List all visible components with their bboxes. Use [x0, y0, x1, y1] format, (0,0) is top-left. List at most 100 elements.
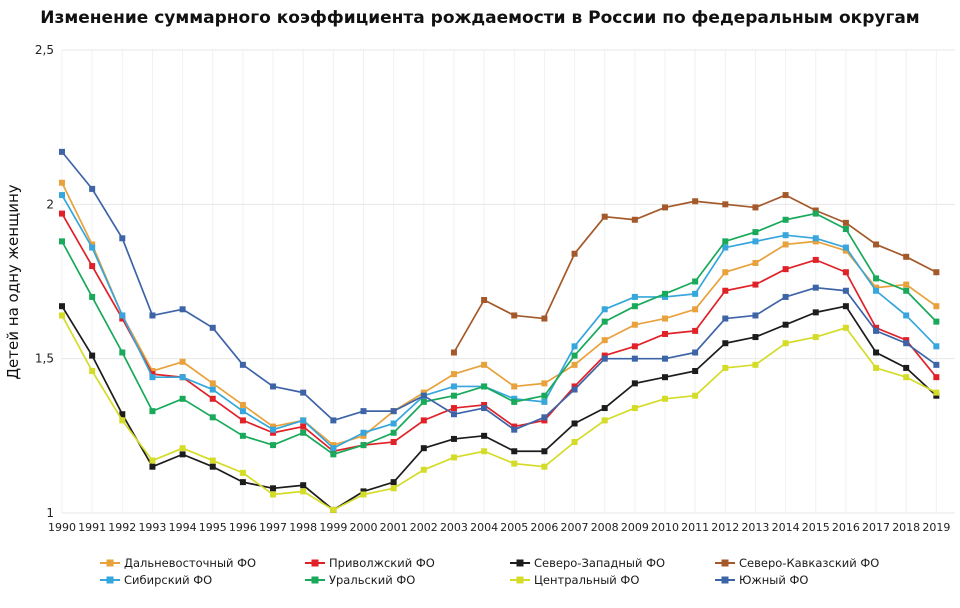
series-line-severo-zapadny [61, 305, 937, 511]
data-point-tsentralny [330, 506, 337, 513]
data-point-dalnevostochny [330, 442, 337, 449]
data-point-yuzhny [270, 383, 277, 390]
legend-item-tsentralny[interactable]: Центральный ФО [510, 573, 715, 587]
data-point-sibirsky [330, 445, 337, 452]
data-point-uralsky [752, 229, 759, 236]
data-point-severo-zapadny [89, 352, 96, 359]
data-point-dalnevostochny [601, 337, 608, 344]
legend-item-yuzhny[interactable]: Южный ФО [715, 573, 920, 587]
plot-area: 1 1,5 2 2,5 1990 1991 1992 1993 1994 1995 1996 1997… [4, 43, 955, 534]
data-point-severo-zapadny [119, 411, 126, 418]
data-point-severo-zapadny [239, 479, 246, 486]
data-point-tsentralny [239, 469, 246, 476]
data-point-sibirsky [390, 420, 397, 427]
data-point-privolzhsky [119, 315, 126, 322]
y-axis-title: Детей на одну женщину [4, 184, 22, 379]
data-point-tsentralny [450, 454, 457, 461]
legend-item-severo-kavkazsky[interactable]: Северо-Кавказский ФО [715, 556, 920, 570]
data-point-privolzhsky [330, 448, 337, 455]
data-point-severo-zapadny [390, 479, 397, 486]
data-point-dalnevostochny [662, 315, 668, 322]
data-point-severo-zapadny [873, 349, 880, 356]
data-point-dalnevostochny [239, 401, 246, 408]
data-point-uralsky [420, 398, 427, 405]
data-point-severo-kavkazsky [571, 250, 578, 257]
data-point-sibirsky [933, 343, 940, 350]
data-point-uralsky [270, 442, 277, 449]
x-tick-label: 2018 [892, 521, 920, 534]
data-point-uralsky [149, 408, 156, 415]
data-point-privolzhsky [933, 374, 940, 381]
legend-marker-icon [305, 559, 325, 567]
legend-item-sibirsky[interactable]: Сибирский ФО [100, 573, 305, 587]
legend-marker-icon [305, 576, 325, 584]
data-point-privolzhsky [812, 256, 819, 263]
data-point-privolzhsky [270, 429, 277, 436]
chart-title: Изменение суммарного коэффициента рождае… [40, 8, 920, 28]
y-tick-label: 1,5 [35, 352, 54, 366]
data-point-uralsky [179, 395, 186, 402]
data-point-severo-zapadny [722, 340, 729, 347]
legend-item-dalnevostochny[interactable]: Дальневосточный ФО [100, 556, 305, 570]
data-point-privolzhsky [842, 269, 849, 276]
x-tick-label: 1995 [199, 521, 227, 534]
x-tick-label: 2002 [410, 521, 438, 534]
data-point-sibirsky [631, 293, 638, 300]
data-point-severo-kavkazsky [812, 207, 819, 214]
data-point-privolzhsky [300, 423, 307, 430]
data-point-tsentralny [752, 361, 759, 368]
series-line-privolzhsky [61, 213, 938, 453]
data-point-tsentralny [300, 488, 307, 495]
data-point-sibirsky [601, 306, 608, 313]
data-point-dalnevostochny [541, 380, 548, 387]
legend-marker-icon [715, 576, 735, 584]
data-point-severo-zapadny [420, 445, 427, 452]
data-point-yuzhny [89, 185, 96, 192]
data-point-severo-kavkazsky [782, 192, 789, 199]
data-point-sibirsky [360, 429, 367, 436]
data-point-uralsky [662, 290, 668, 297]
legend-item-privolzhsky[interactable]: Приволжский ФО [305, 556, 510, 570]
data-point-dalnevostochny [481, 361, 488, 368]
data-point-uralsky [481, 383, 488, 390]
data-point-privolzhsky [149, 371, 156, 378]
data-point-yuzhny [450, 411, 457, 418]
data-point-dalnevostochny [571, 361, 578, 368]
data-point-dalnevostochny [782, 241, 789, 248]
x-tick-label: 1996 [229, 521, 257, 534]
legend-label: Уральский ФО [329, 573, 416, 587]
data-point-uralsky [511, 398, 518, 405]
data-point-yuzhny [752, 312, 759, 319]
data-point-yuzhny [842, 287, 849, 294]
data-point-tsentralny [390, 485, 397, 492]
data-point-uralsky [903, 287, 910, 294]
data-point-privolzhsky [692, 327, 699, 334]
data-point-sibirsky [209, 386, 216, 393]
legend-item-severo-zapadny[interactable]: Северо-Западный ФО [510, 556, 715, 570]
legend-marker-icon [510, 576, 530, 584]
legend-item-uralsky[interactable]: Уральский ФО [305, 573, 510, 587]
data-point-dalnevostochny [692, 306, 699, 313]
data-point-severo-zapadny [782, 321, 789, 328]
data-point-severo-zapadny [511, 448, 518, 455]
data-point-uralsky [812, 210, 819, 217]
data-point-privolzhsky [601, 352, 608, 359]
data-point-uralsky [89, 293, 96, 300]
data-point-yuzhny [601, 355, 608, 362]
data-point-dalnevostochny [149, 368, 156, 375]
data-point-dalnevostochny [873, 284, 880, 291]
data-point-uralsky [842, 226, 849, 233]
data-point-tsentralny [571, 439, 578, 446]
x-tick-label: 2007 [561, 521, 589, 534]
data-point-privolzhsky [752, 281, 759, 288]
data-point-sibirsky [692, 290, 699, 297]
data-point-yuzhny [571, 386, 578, 393]
data-point-dalnevostochny [722, 269, 729, 276]
data-point-privolzhsky [662, 330, 668, 337]
data-point-yuzhny [481, 405, 488, 412]
x-tick-label: 2014 [772, 521, 800, 534]
data-point-tsentralny [842, 324, 849, 331]
data-point-sibirsky [722, 244, 729, 251]
x-tick-label: 2000 [350, 521, 378, 534]
data-point-yuzhny [360, 408, 367, 415]
